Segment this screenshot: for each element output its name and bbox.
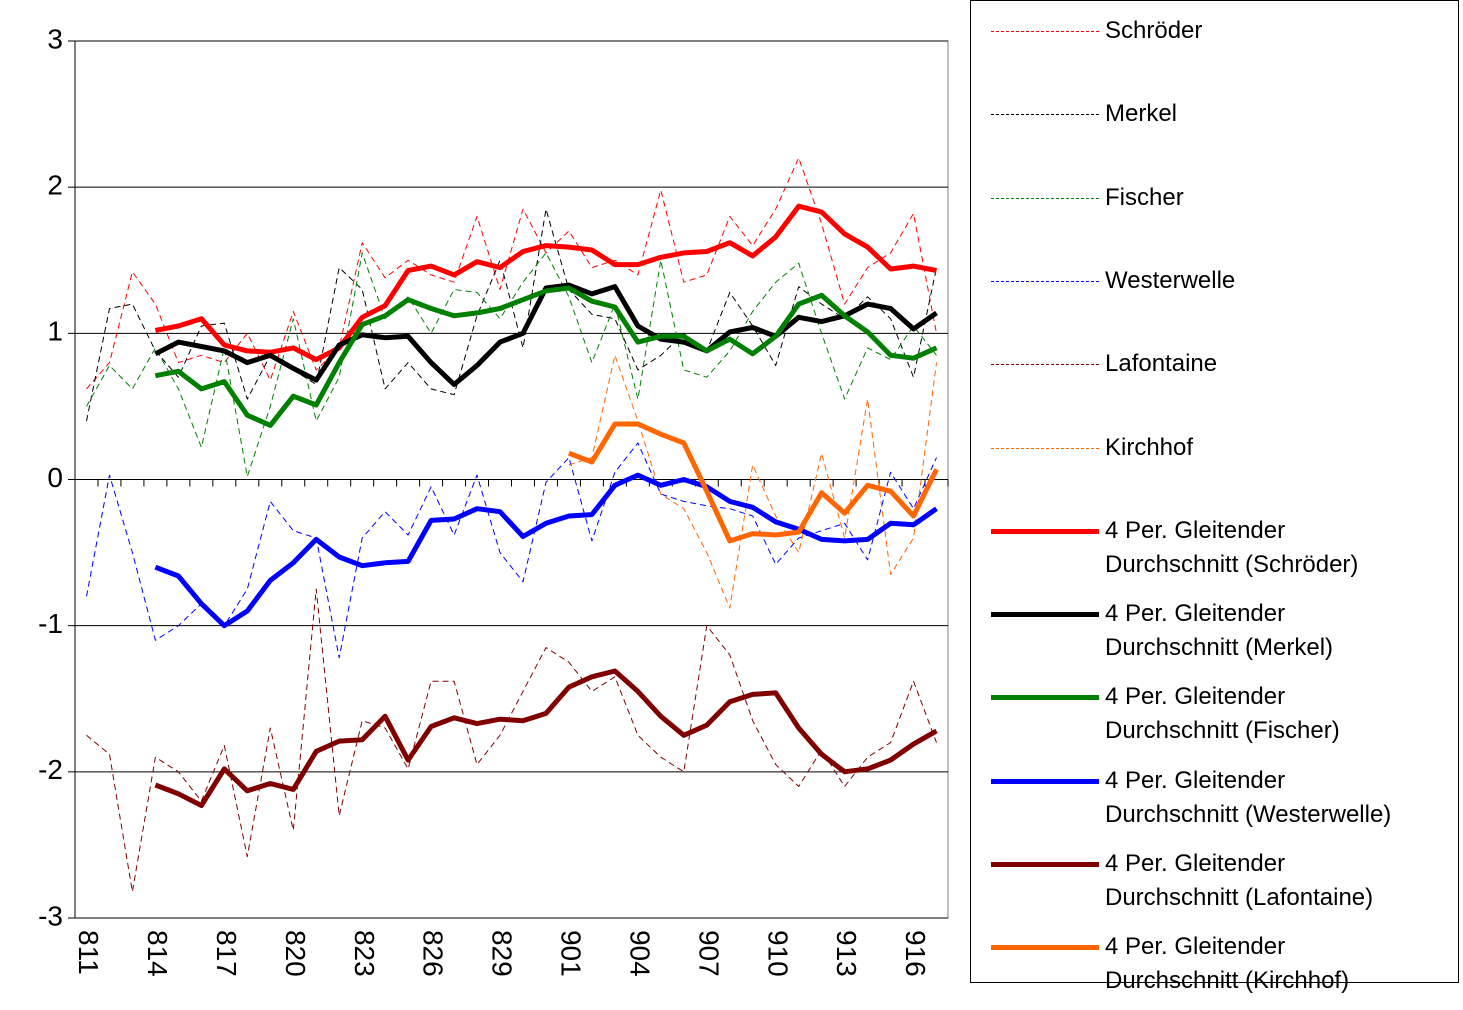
legend-label: 4 Per. Gleitender Durchschnitt (Merkel) bbox=[1105, 600, 1334, 662]
x-tick-label: 910 bbox=[762, 930, 793, 977]
x-tick-label: 826 bbox=[418, 930, 449, 977]
x-tick-label: 913 bbox=[831, 930, 862, 977]
x-tick-label: 823 bbox=[349, 930, 380, 977]
y-tick-label: -2 bbox=[38, 754, 63, 785]
x-tick-label: 901 bbox=[556, 930, 587, 977]
x-tick-label: 814 bbox=[142, 930, 173, 977]
y-tick-label: -3 bbox=[38, 900, 63, 931]
legend-label: Kirchhof bbox=[1105, 433, 1194, 461]
legend-label: Merkel bbox=[1105, 100, 1178, 128]
raw-line bbox=[86, 442, 937, 659]
legend-label: Lafontaine bbox=[1105, 350, 1218, 378]
average-line bbox=[154, 668, 938, 808]
x-tick-label: 907 bbox=[693, 930, 724, 977]
raw-line bbox=[86, 252, 937, 478]
legend-swatch bbox=[991, 862, 1099, 867]
x-tick-label: 916 bbox=[900, 930, 931, 977]
legend-label: Fischer bbox=[1105, 183, 1184, 211]
legend-swatch bbox=[991, 280, 1099, 282]
legend-label: Schröder bbox=[1105, 17, 1203, 44]
legend-swatch bbox=[991, 695, 1099, 701]
y-tick-label: -1 bbox=[38, 608, 63, 639]
x-tick-label: 904 bbox=[624, 930, 655, 977]
average-line bbox=[568, 421, 939, 544]
average-line bbox=[154, 203, 937, 363]
legend-swatch bbox=[991, 612, 1099, 618]
legend-label: 4 Per. Gleitender Durchschnitt (Schröder… bbox=[1105, 516, 1359, 578]
legend-label: 4 Per. Gleitender Durchschnitt (Westerwe… bbox=[1105, 766, 1392, 828]
average-line bbox=[154, 285, 938, 428]
legend-swatch bbox=[991, 197, 1099, 199]
x-tick-label: 811 bbox=[73, 930, 104, 975]
x-tick-label: 820 bbox=[280, 930, 311, 977]
legend-label: Westerwelle bbox=[1105, 266, 1236, 294]
y-tick-label: 1 bbox=[47, 316, 63, 347]
legend: Schröder Merkel Fischer Westerwelle Lafontai… bbox=[970, 0, 1459, 994]
average-line bbox=[154, 472, 938, 629]
y-tick-label: 3 bbox=[47, 23, 63, 54]
legend-label: 4 Per. Gleitender Durchschnitt (Kirchhof… bbox=[1105, 933, 1350, 995]
legend-swatch bbox=[991, 31, 1099, 32]
x-tick-label: 829 bbox=[487, 930, 518, 977]
legend-swatch bbox=[991, 945, 1099, 951]
y-tick-label: 2 bbox=[47, 170, 63, 201]
legend-swatch bbox=[991, 364, 1099, 366]
legend-swatch bbox=[991, 114, 1099, 116]
raw-line bbox=[86, 157, 937, 390]
average-line bbox=[154, 282, 938, 387]
y-tick-label: 0 bbox=[47, 462, 63, 493]
legend-swatch bbox=[991, 447, 1099, 449]
x-tick-label: 817 bbox=[211, 930, 242, 977]
legend-label: 4 Per. Gleitender Durchschnitt (Fischer) bbox=[1105, 683, 1340, 745]
legend-label: 4 Per. Gleitender Durchschnitt (Lafontai… bbox=[1105, 850, 1374, 911]
raw-line bbox=[568, 354, 937, 609]
legend-swatch bbox=[991, 778, 1099, 784]
legend-swatch bbox=[991, 528, 1099, 534]
